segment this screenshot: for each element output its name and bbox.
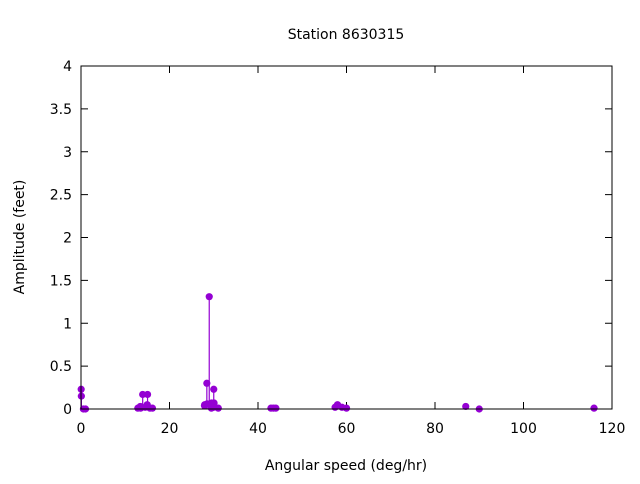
- x-tick-label: 40: [249, 421, 267, 437]
- data-point: [462, 402, 470, 411]
- y-tick-label: 3: [63, 145, 72, 161]
- y-tick-label: 4: [63, 59, 72, 75]
- y-axis-label: Amplitude (feet): [12, 180, 28, 295]
- y-tick-label: 0.5: [50, 359, 72, 375]
- y-tick-label: 1: [63, 316, 72, 332]
- x-tick-label: 0: [77, 421, 86, 437]
- x-axis-label: Angular speed (deg/hr): [265, 458, 427, 474]
- y-tick-label: 3.5: [50, 102, 72, 118]
- y-tick-label: 0: [63, 402, 72, 418]
- data-point: [210, 399, 218, 407]
- data-point: [205, 293, 213, 301]
- x-tick-label: 120: [599, 421, 626, 437]
- x-tick-label: 20: [161, 421, 179, 437]
- data-point: [143, 390, 152, 399]
- data-point: [590, 404, 598, 412]
- x-tick-label: 80: [426, 421, 444, 437]
- plot-border: [80, 65, 613, 410]
- chart-title: Station 8630315: [288, 27, 405, 43]
- data-point: [210, 385, 218, 393]
- x-tick-label: 100: [510, 421, 537, 437]
- data-point: [148, 404, 157, 412]
- y-tick-label: 1.5: [50, 273, 72, 289]
- data-point: [342, 404, 351, 412]
- data-point: [214, 404, 222, 412]
- x-tick-label: 60: [338, 421, 356, 437]
- y-tick-label: 2.5: [50, 188, 72, 204]
- data-point: [272, 404, 280, 412]
- y-tick-label: 2: [63, 231, 72, 247]
